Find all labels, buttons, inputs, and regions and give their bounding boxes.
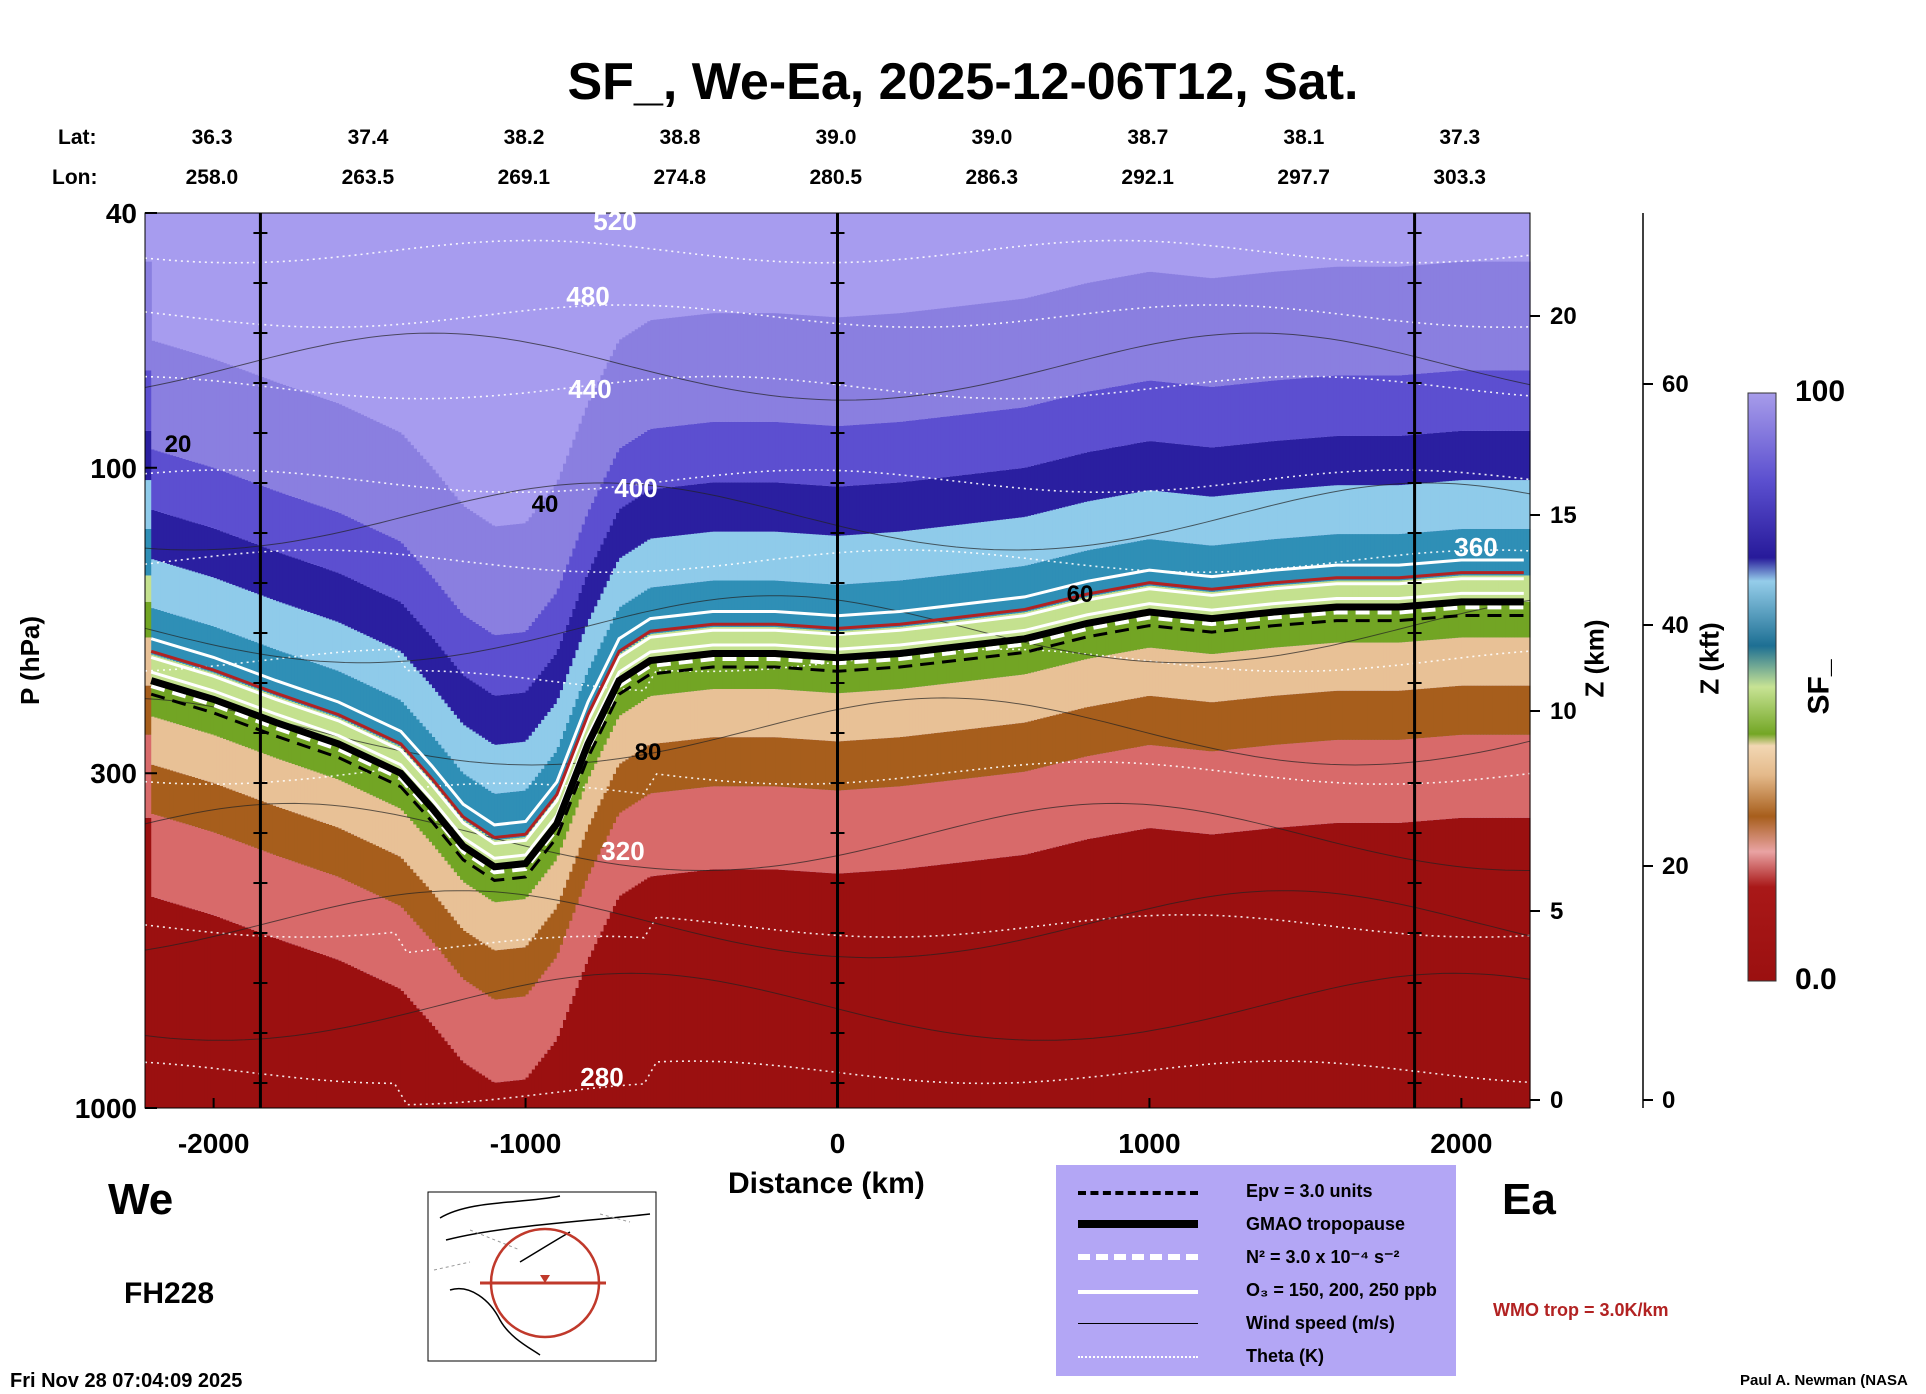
z-km-axis-title: Z (km) — [1579, 619, 1610, 698]
n2-contour — [150, 605, 1524, 875]
colorbar — [1747, 392, 1777, 982]
x-tick-label: 2000 — [1430, 1128, 1492, 1159]
legend-item-n2: N² = 3.0 x 10⁻⁴ s⁻² — [1078, 1241, 1458, 1273]
lon-value: 263.5 — [341, 166, 395, 189]
wind-label: 80 — [635, 739, 662, 766]
z-kft-axis: 0 20 40 60 — [1642, 213, 1689, 1114]
lat-value: 38.2 — [503, 126, 545, 149]
wmo-tropopause — [150, 571, 1524, 840]
theta-label: 400 — [614, 473, 657, 503]
lat-value: 38.8 — [659, 126, 701, 149]
theta-contour — [144, 375, 1531, 400]
locator-map — [427, 1191, 657, 1362]
colorbar-min-label: 0.0 — [1795, 963, 1837, 996]
z-km-tick-label: 15 — [1550, 502, 1577, 529]
lon-label: Lon: — [52, 166, 98, 189]
z-km-tick-label: 10 — [1550, 698, 1577, 725]
contour-labels: 520 480 440 400 360 320 280 20 40 60 80 — [165, 206, 1498, 1092]
west-label: We — [108, 1175, 174, 1224]
timestamp: Fri Nov 28 07:04:09 2025 — [10, 1370, 243, 1392]
gmao-tropopause — [150, 598, 1524, 871]
x-tick-label: 0 — [830, 1128, 846, 1159]
y-axis: 40 100 300 1000 — [75, 198, 157, 1124]
legend-item-theta: Theta (K) — [1078, 1340, 1458, 1372]
lon-value: 286.3 — [965, 166, 1019, 189]
lat-value: 38.7 — [1127, 126, 1169, 149]
lon-value: 280.5 — [809, 166, 863, 189]
wind-label: 40 — [532, 491, 559, 518]
y-tick-label: 1000 — [75, 1093, 137, 1124]
theta-contour — [144, 469, 1531, 493]
lon-value: 297.7 — [1277, 166, 1330, 189]
legend-item-ozone: O₃ = 150, 200, 250 ppb — [1078, 1274, 1458, 1306]
z-kft-tick-label: 60 — [1662, 371, 1689, 398]
wind-label: 20 — [165, 431, 192, 458]
theta-label: 480 — [566, 281, 609, 311]
colorbar-max-label: 100 — [1795, 375, 1846, 408]
ozone-contour — [150, 558, 1524, 827]
y-axis-title: P (hPa) — [15, 615, 46, 706]
y-tick-label: 100 — [90, 453, 137, 484]
x-axis: -2000 -1000 0 1000 2000 — [178, 1098, 1493, 1159]
lon-value: 292.1 — [1121, 166, 1174, 189]
credit: Paul A. Newman (NASA — [1740, 1372, 1908, 1389]
lon-value: 303.3 — [1433, 166, 1486, 189]
theta-label: 520 — [593, 206, 636, 236]
z-kft-axis-title: Z (kft) — [1694, 622, 1725, 695]
chart-title: SF_, We-Ea, 2025-12-06T12, Sat. — [567, 53, 1359, 111]
lat-label: Lat: — [58, 126, 97, 149]
z-kft-tick-label: 0 — [1662, 1087, 1675, 1114]
x-axis-title: Distance (km) — [728, 1167, 925, 1200]
wind-label: 60 — [1067, 581, 1094, 608]
z-km-tick-label: 5 — [1550, 898, 1563, 925]
lat-value: 37.3 — [1439, 126, 1481, 149]
legend-item-wind: Wind speed (m/s) — [1078, 1307, 1458, 1339]
z-km-tick-label: 20 — [1550, 303, 1577, 330]
z-kft-tick-label: 20 — [1662, 853, 1689, 880]
ozone-contour — [150, 591, 1524, 860]
lon-value: 274.8 — [653, 166, 707, 189]
theta-contour — [144, 648, 1531, 692]
theta-label: 280 — [580, 1062, 623, 1092]
lon-value: 269.1 — [497, 166, 551, 189]
z-km-axis: 0 5 10 15 20 — [1529, 213, 1577, 1114]
section-vertical-lines — [253, 213, 1422, 1108]
y-tick-label: 300 — [90, 758, 137, 789]
theta-contour — [144, 239, 1531, 264]
x-tick-label: -1000 — [490, 1128, 562, 1159]
lat-value: 39.0 — [971, 126, 1013, 149]
z-kft-tick-label: 40 — [1662, 612, 1689, 639]
lon-value: 258.0 — [185, 166, 239, 189]
east-label: Ea — [1502, 1175, 1556, 1224]
lat-value: 37.4 — [347, 126, 389, 149]
theta-label: 360 — [1454, 532, 1497, 562]
z-km-tick-label: 0 — [1550, 1087, 1563, 1114]
legend-item-tropopause: GMAO tropopause — [1078, 1208, 1458, 1240]
theta-contour — [144, 304, 1531, 329]
legend-item-epv: Epv = 3.0 units — [1078, 1175, 1458, 1207]
x-tick-label: 1000 — [1118, 1128, 1180, 1159]
wmo-note: WMO trop = 3.0K/km — [1493, 1300, 1669, 1320]
theta-label: 440 — [568, 374, 611, 404]
theta-contour — [144, 549, 1531, 573]
lat-value: 38.1 — [1283, 126, 1325, 149]
epv-contour — [150, 614, 1524, 882]
legend: Epv = 3.0 units GMAO tropopause N² = 3.0… — [1056, 1165, 1456, 1376]
sf-field — [145, 261, 1531, 1108]
colorbar-title: SF_ — [1802, 659, 1836, 715]
x-tick-label: -2000 — [178, 1128, 250, 1159]
forecast-hour: FH228 — [124, 1277, 215, 1310]
lat-value: 39.0 — [815, 126, 857, 149]
ozone-contour — [150, 577, 1524, 846]
tropopause-line — [150, 558, 1524, 882]
theta-label: 320 — [601, 836, 644, 866]
lat-value: 36.3 — [191, 126, 233, 149]
y-tick-label: 40 — [106, 198, 137, 229]
